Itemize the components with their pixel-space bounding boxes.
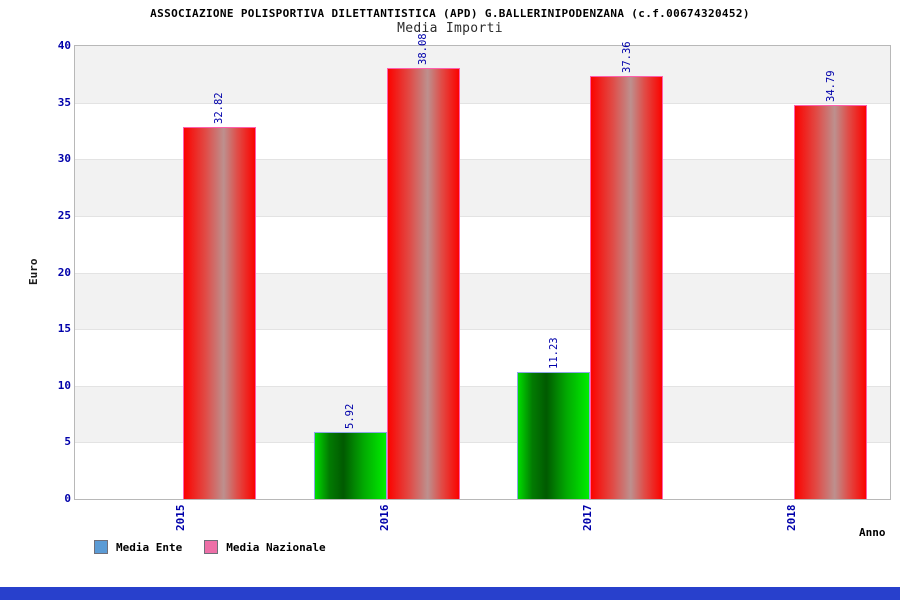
bar-value-label: 38.08 (417, 33, 430, 65)
chart-title: ASSOCIAZIONE POLISPORTIVA DILETTANTISTIC… (150, 7, 750, 20)
y-tick-label: 35 (57, 95, 71, 109)
bar-value-label: 5.92 (344, 403, 357, 429)
bar-media-nazionale-2018 (794, 105, 868, 499)
bar-value-label: 34.79 (824, 70, 837, 102)
y-tick-label: 20 (57, 265, 71, 279)
gridline (75, 159, 890, 161)
y-tick-label: 0 (64, 492, 71, 505)
gridline (75, 442, 890, 444)
y-tick-label: 40 (57, 39, 71, 52)
legend-label-media-nazionale: Media Nazionale (226, 540, 326, 554)
legend-swatch-blue-icon (94, 540, 108, 554)
bar-value-label: 32.82 (213, 92, 226, 125)
gridline (75, 385, 890, 387)
chart-legend: Media Ente Media Nazionale (94, 540, 338, 554)
bar-media-ente-2017 (517, 371, 591, 499)
x-tick-label-2018: 2018 (785, 504, 799, 532)
legend-swatch-pink-icon (204, 540, 219, 554)
bar-media-nazionale-2015 (182, 127, 256, 499)
bar-value-label: 11.23 (547, 337, 560, 369)
y-tick-label: 5 (64, 435, 71, 449)
legend-label-media-ente: Media Ente (116, 540, 183, 554)
legend-item-media-ente: Media Ente (94, 540, 182, 554)
bar-media-nazionale-2016 (386, 67, 460, 499)
plot-area (74, 45, 891, 500)
x-tick-label-2016: 2016 (377, 504, 391, 532)
y-tick-label: 25 (57, 208, 71, 222)
bar-media-nazionale-2017 (590, 75, 664, 499)
x-tick-label-2017: 2017 (581, 504, 595, 532)
x-axis-title: Anno (859, 526, 886, 539)
gridline (75, 272, 890, 274)
y-tick-label: 10 (57, 378, 71, 392)
gridline (75, 215, 890, 217)
y-tick-label: 15 (57, 322, 71, 336)
window-bottom-bar (0, 587, 900, 600)
x-tick-label-2015: 2015 (173, 504, 187, 532)
y-tick-label: 30 (57, 152, 71, 166)
gridline (75, 102, 890, 104)
grid-band (75, 46, 890, 103)
bar-value-label: 37.36 (620, 41, 633, 73)
bar-media-ente-2016 (313, 431, 387, 499)
legend-item-media-nazionale: Media Nazionale (204, 540, 326, 554)
chart-subtitle: Media Importi (397, 21, 503, 36)
gridline (75, 329, 890, 331)
